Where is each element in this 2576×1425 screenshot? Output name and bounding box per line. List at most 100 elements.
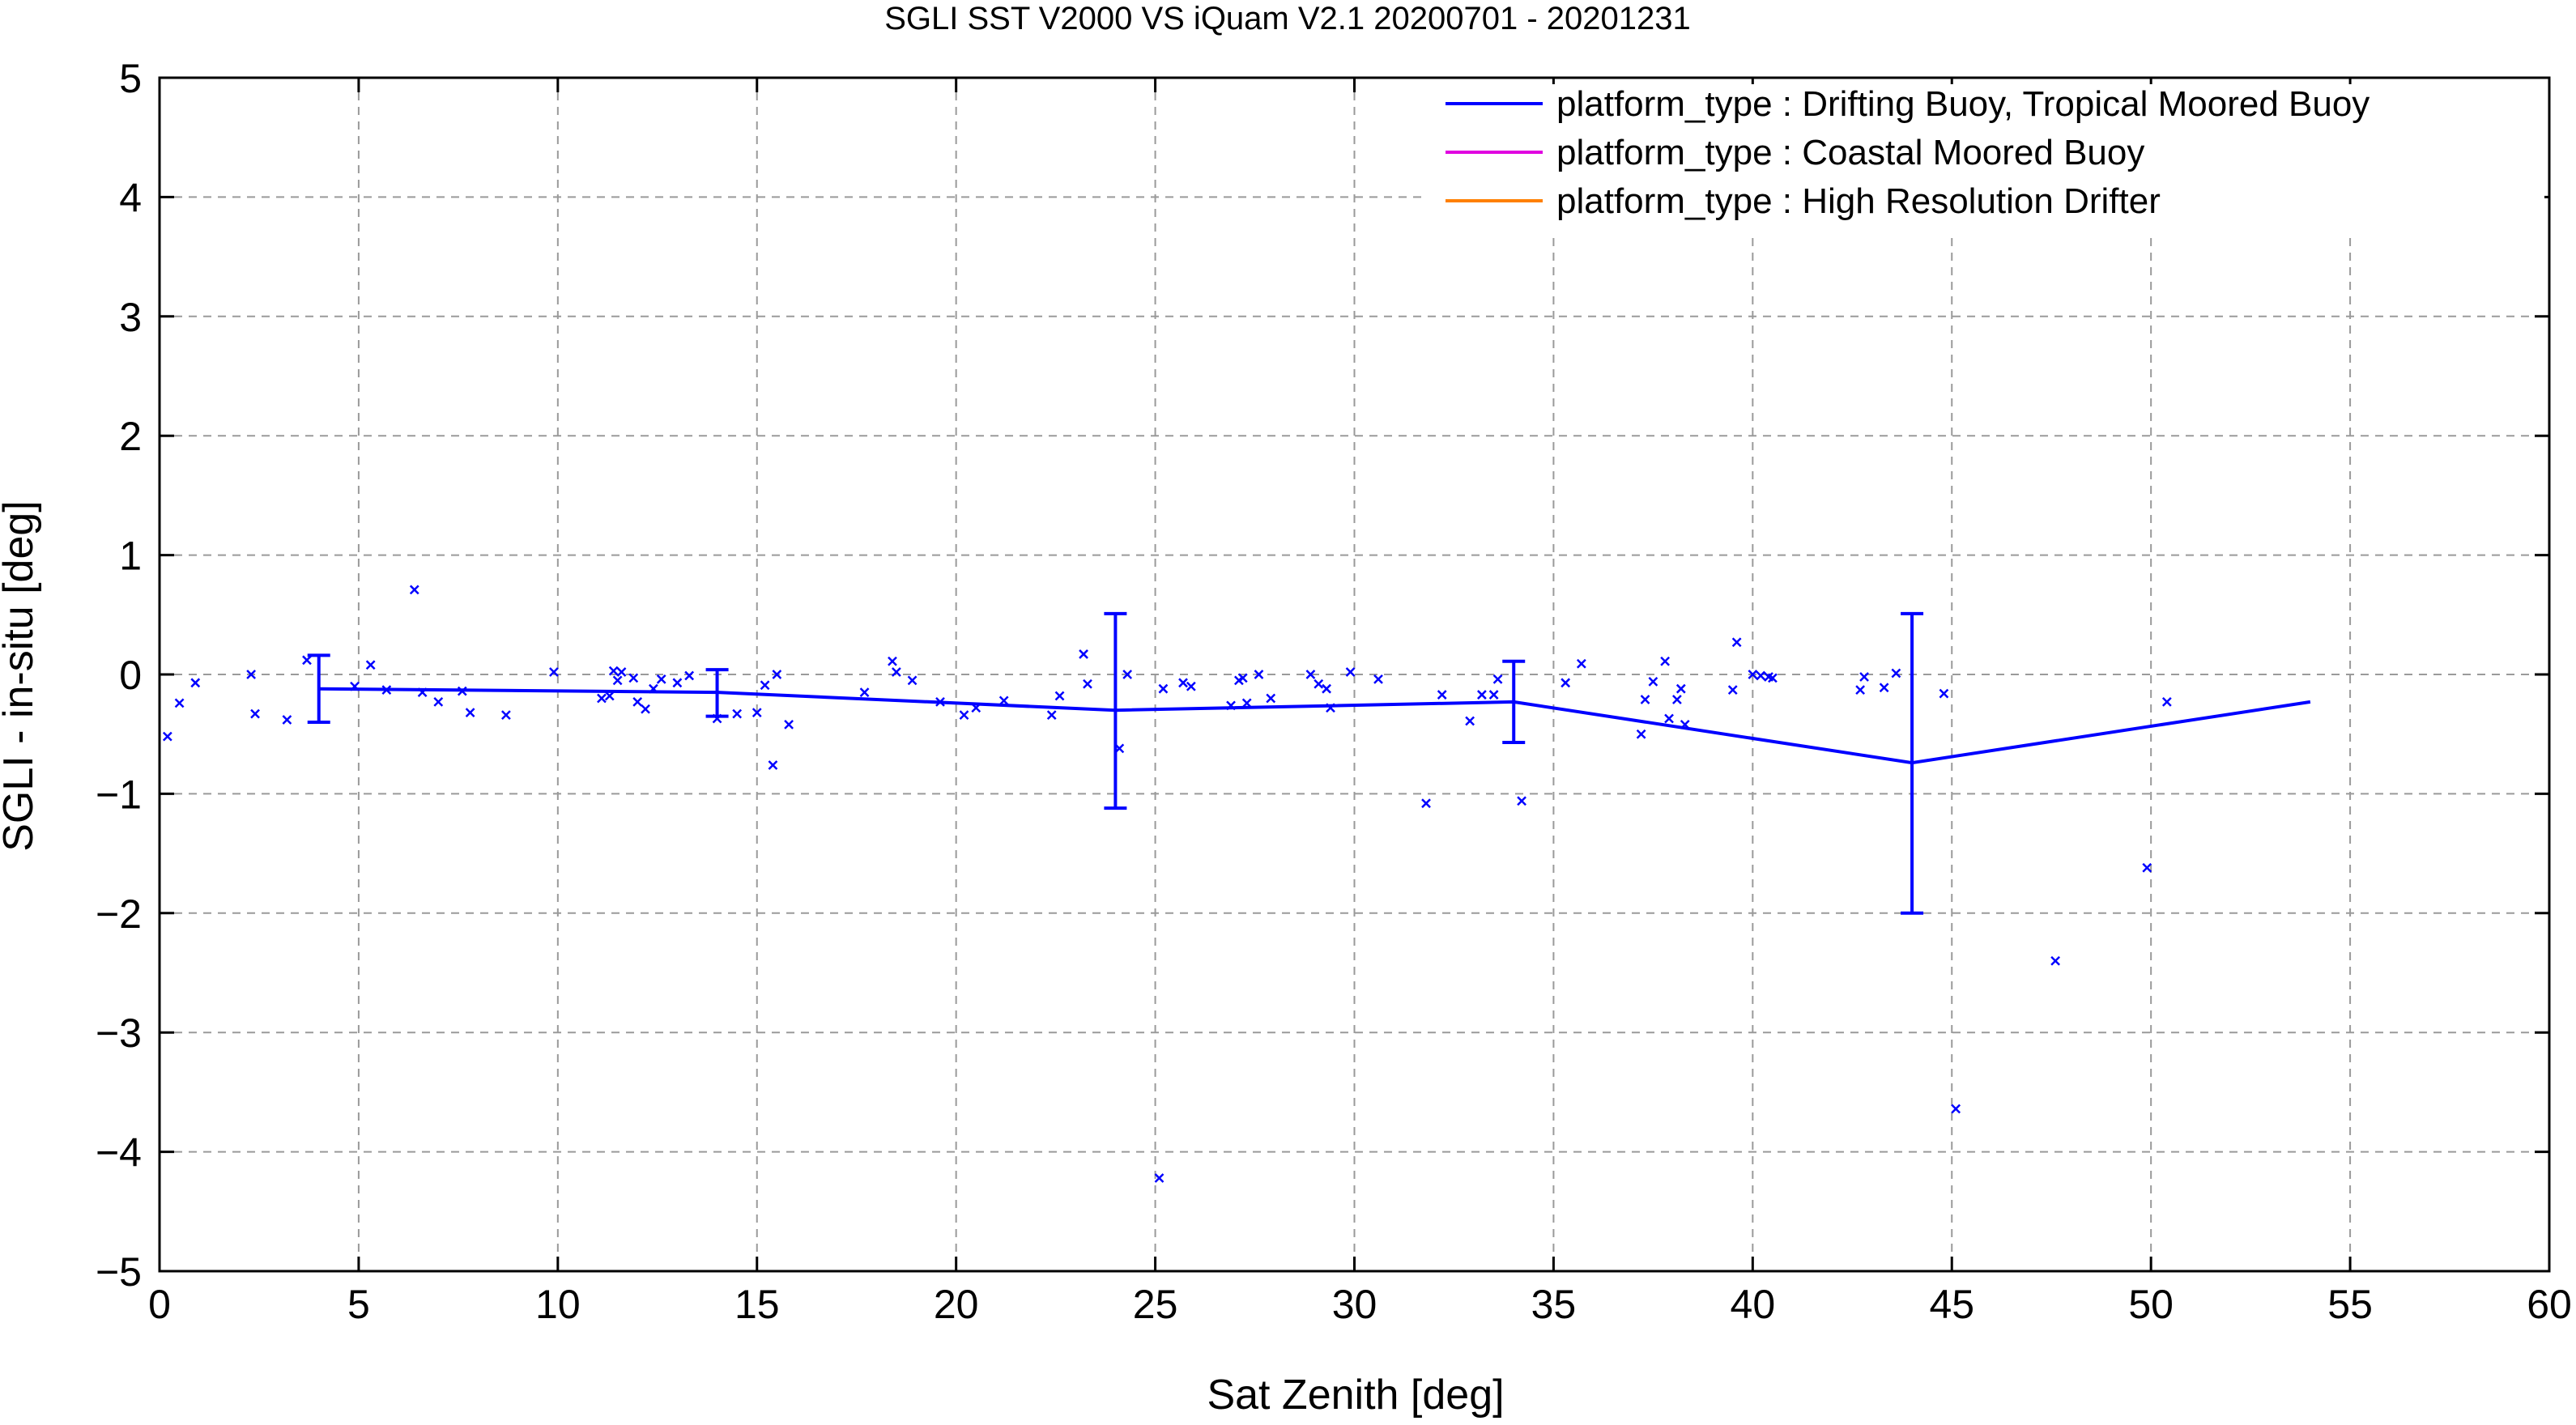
data-point	[1675, 683, 1686, 694]
data-point-stroke	[1727, 685, 1738, 695]
data-point	[641, 704, 650, 714]
data-point	[1345, 667, 1356, 677]
data-point	[2142, 862, 2152, 873]
data-point-stroke	[888, 656, 897, 666]
data-point-stroke	[1672, 695, 1682, 704]
data-point-stroke	[2050, 955, 2061, 966]
data-point	[616, 667, 627, 677]
data-point-stroke	[1373, 674, 1383, 684]
x-tick-label: 0	[148, 1282, 171, 1327]
data-point	[1727, 685, 1738, 695]
data-point-stroke	[597, 693, 607, 704]
error-bar	[307, 653, 330, 724]
data-point-stroke	[1648, 676, 1658, 687]
data-point	[365, 660, 376, 670]
x-tick-label: 10	[535, 1282, 581, 1327]
data-point-stroke	[672, 678, 683, 688]
data-point	[501, 710, 511, 720]
data-point-stroke	[465, 708, 475, 718]
data-point	[246, 670, 257, 679]
data-point	[465, 708, 475, 718]
legend-background	[1425, 84, 2544, 238]
data-point-stroke	[892, 667, 901, 677]
data-point-stroke	[1237, 673, 1248, 683]
data-point-stroke	[2161, 697, 2172, 707]
x-tick-label: 15	[734, 1282, 780, 1327]
x-tick-label: 60	[2527, 1282, 2572, 1327]
data-point-stroke	[612, 675, 623, 686]
data-point-stroke	[608, 666, 619, 676]
x-tick-label: 5	[347, 1282, 370, 1327]
data-point	[892, 667, 901, 677]
y-tick-label: −1	[96, 772, 142, 817]
data-point	[604, 691, 615, 701]
data-point	[174, 698, 185, 708]
data-point	[1660, 656, 1671, 666]
y-axis-label: SGLI - in-situ [deg]	[0, 500, 42, 852]
data-point-stroke	[1186, 681, 1196, 691]
data-point	[1054, 691, 1065, 701]
data-point	[628, 673, 639, 683]
legend: platform_type : Drifting Buoy, Tropical …	[1425, 84, 2544, 238]
data-point-stroke	[501, 710, 511, 720]
data-point-stroke	[752, 708, 762, 718]
data-point-stroke	[1122, 670, 1133, 679]
data-point-stroke	[162, 731, 172, 742]
y-tick-label: −4	[96, 1130, 142, 1176]
data-point-stroke	[174, 698, 185, 708]
data-point	[1855, 685, 1866, 695]
data-point	[672, 678, 683, 688]
data-point-stroke	[1158, 683, 1169, 694]
data-point-stroke	[684, 670, 695, 681]
data-point-stroke	[907, 675, 918, 686]
data-point-stroke	[656, 674, 666, 684]
data-point	[1748, 670, 1758, 679]
data-point-stroke	[772, 670, 782, 679]
data-point-stroke	[302, 655, 312, 666]
x-tick-label: 35	[1531, 1282, 1577, 1327]
data-point	[1768, 673, 1778, 683]
data-point	[1437, 690, 1447, 700]
x-tick-label: 55	[2327, 1282, 2373, 1327]
data-point	[959, 710, 969, 720]
data-point	[907, 675, 918, 686]
data-point-stroke	[1154, 1173, 1165, 1183]
data-point	[302, 655, 312, 666]
data-point	[549, 667, 559, 677]
y-tick-label: 1	[119, 534, 142, 579]
error-bar	[705, 668, 729, 718]
data-point-stroke	[1855, 685, 1866, 695]
data-point	[1322, 683, 1331, 694]
data-point-stroke	[282, 715, 292, 725]
data-point-stroke	[998, 695, 1009, 706]
data-point	[1488, 690, 1499, 700]
data-point-stroke	[1079, 649, 1088, 659]
data-point	[2050, 955, 2061, 966]
data-point-stroke	[1488, 690, 1499, 700]
data-point	[162, 731, 172, 742]
x-tick-label: 25	[1133, 1282, 1178, 1327]
data-point	[1079, 649, 1088, 659]
data-point-stroke	[1768, 673, 1778, 683]
data-point	[732, 708, 743, 719]
legend-label: platform_type : Drifting Buoy, Tropical …	[1556, 84, 2369, 124]
data-point	[1046, 710, 1057, 720]
data-point	[772, 670, 782, 679]
data-point-stroke	[1241, 698, 1252, 708]
data-point	[1254, 670, 1264, 679]
y-tick-label: −3	[96, 1010, 142, 1056]
data-point-stroke	[1636, 729, 1646, 739]
data-point-stroke	[1054, 691, 1065, 701]
error-bar	[1901, 611, 1924, 915]
data-point	[1266, 693, 1276, 704]
data-point-stroke	[1764, 672, 1773, 682]
data-point	[612, 675, 623, 686]
data-point-stroke	[1939, 688, 1949, 699]
data-point	[1314, 678, 1324, 689]
x-tick-label: 45	[1929, 1282, 1974, 1327]
data-point-stroke	[768, 760, 778, 770]
data-point-stroke	[1178, 678, 1188, 688]
data-point	[1465, 716, 1475, 726]
